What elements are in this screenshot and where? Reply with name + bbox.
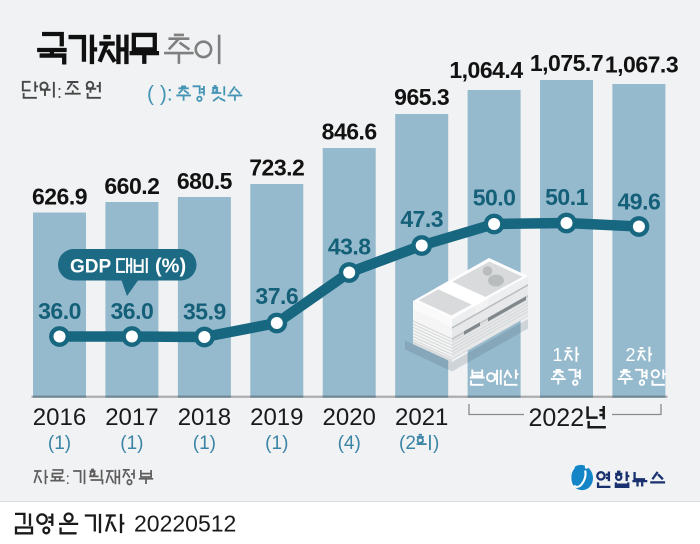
svg-text:49.6: 49.6: [618, 189, 661, 215]
svg-text:660.2: 660.2: [104, 173, 159, 199]
svg-text:50.1: 50.1: [545, 184, 588, 210]
svg-text:GDP: GDP: [70, 257, 112, 278]
svg-text:846.6: 846.6: [322, 119, 377, 145]
svg-text::: :: [66, 471, 70, 488]
svg-text:(2: (2: [399, 433, 416, 454]
svg-text:1,067.3: 1,067.3: [605, 52, 678, 78]
svg-text:1,075.7: 1,075.7: [530, 50, 603, 76]
svg-text:723.2: 723.2: [249, 155, 304, 181]
svg-text:2017: 2017: [105, 404, 158, 431]
svg-text:20220512: 20220512: [134, 511, 236, 537]
svg-text:): ): [433, 433, 439, 454]
svg-text:2016: 2016: [33, 404, 86, 431]
svg-text:37.6: 37.6: [255, 283, 298, 309]
svg-text:43.8: 43.8: [328, 234, 371, 260]
svg-text:35.9: 35.9: [183, 299, 226, 325]
svg-text:1,064.4: 1,064.4: [449, 57, 523, 83]
svg-text:626.9: 626.9: [32, 184, 87, 210]
svg-text:(4): (4): [338, 433, 361, 454]
svg-text:36.0: 36.0: [111, 298, 154, 324]
svg-text:2: 2: [626, 345, 636, 365]
svg-text:(1): (1): [265, 433, 288, 454]
svg-text:2018: 2018: [178, 404, 231, 431]
svg-text:(%): (%): [155, 256, 186, 278]
svg-text:36.0: 36.0: [38, 298, 81, 324]
svg-text:( ):: ( ):: [147, 83, 173, 106]
svg-text:1: 1: [553, 345, 563, 365]
svg-text:965.3: 965.3: [394, 84, 449, 110]
svg-text:2021: 2021: [395, 404, 448, 431]
svg-text::: :: [57, 82, 62, 102]
svg-text:2022: 2022: [529, 404, 585, 432]
svg-text:680.5: 680.5: [177, 168, 233, 194]
svg-text:(1): (1): [48, 433, 71, 454]
svg-text:47.3: 47.3: [400, 206, 443, 232]
svg-text:50.0: 50.0: [473, 185, 516, 211]
svg-text:(1): (1): [120, 433, 143, 454]
svg-text:(1): (1): [193, 433, 216, 454]
svg-text:2019: 2019: [250, 404, 303, 431]
svg-text:2020: 2020: [323, 404, 376, 431]
